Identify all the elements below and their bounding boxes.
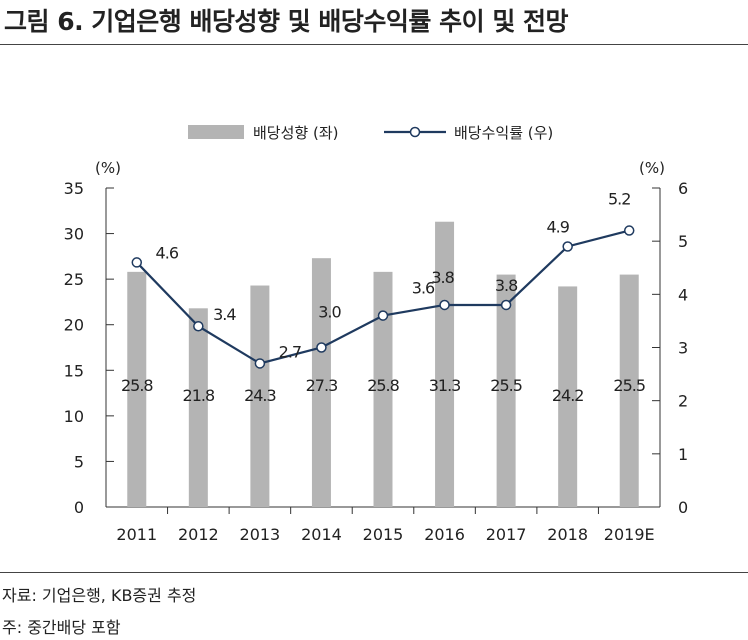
left-tick-label: 5 xyxy=(74,452,84,471)
bar xyxy=(619,274,639,507)
line-point xyxy=(254,358,266,369)
legend-line-marker xyxy=(409,126,421,138)
line-value-label: 3.8 xyxy=(431,268,454,287)
line-point xyxy=(377,310,389,321)
right-y-axis: 0 1 2 3 4 5 6 (%) xyxy=(639,159,688,517)
left-tick-label: 25 xyxy=(64,270,84,289)
line-point xyxy=(131,257,143,268)
line-point xyxy=(316,342,327,353)
line-value-label: 5.2 xyxy=(608,190,630,209)
right-tick-label: 6 xyxy=(678,179,688,198)
line-value-label: 4.9 xyxy=(546,217,569,236)
bar-value-label: 25.5 xyxy=(613,376,645,395)
right-tick-label: 1 xyxy=(678,445,688,464)
line-point xyxy=(623,225,635,236)
source-divider xyxy=(0,572,748,573)
x-tick-label: 2019E xyxy=(604,525,655,544)
line-series xyxy=(131,225,635,369)
left-tick-label: 0 xyxy=(74,498,84,517)
left-tick-label: 10 xyxy=(64,407,84,426)
bar xyxy=(311,258,331,507)
bar-value-label: 21.8 xyxy=(183,386,215,405)
bar xyxy=(250,285,270,507)
x-tick-label: 2011 xyxy=(116,525,157,544)
bar xyxy=(188,308,208,507)
left-tick-label: 30 xyxy=(64,225,84,244)
line-point xyxy=(439,299,450,311)
bar-value-label: 31.3 xyxy=(429,376,461,395)
right-axis-unit: (%) xyxy=(639,159,665,177)
x-tick-label: 2018 xyxy=(547,525,588,544)
x-tick-label: 2015 xyxy=(363,525,404,544)
figure-title: 그림 6. 기업은행 배당성향 및 배당수익률 추이 및 전망 xyxy=(4,7,569,36)
legend: 배당성향 (좌) 배당수익률 (우) xyxy=(188,124,553,142)
bar-value-label: 24.3 xyxy=(244,386,276,405)
line-value-label: 3.4 xyxy=(213,305,236,324)
x-axis: 2011 2012 2013 2014 2015 2016 2017 2018 2019E xyxy=(106,506,660,544)
bar xyxy=(127,271,147,507)
legend-line-label: 배당수익률 (우) xyxy=(454,124,553,142)
bar-value-label: 24.2 xyxy=(552,386,584,405)
bar-value-label: 27.3 xyxy=(306,376,338,395)
x-tick-label: 2012 xyxy=(178,525,219,544)
bar xyxy=(496,274,516,507)
left-tick-label: 15 xyxy=(64,361,84,380)
left-y-axis: 0 5 10 15 20 25 30 35 (%) xyxy=(64,159,121,517)
right-tick-label: 3 xyxy=(678,339,688,358)
bar xyxy=(435,221,455,508)
line-value-label: 3.8 xyxy=(495,276,518,295)
bar xyxy=(373,271,393,507)
bar-value-label: 25.5 xyxy=(490,376,522,395)
x-tick-label: 2017 xyxy=(486,525,527,544)
line-value-label: 3.6 xyxy=(412,279,435,298)
data-labels: 25.8 21.8 24.3 27.3 25.8 31.3 25.5 24.2 25.5 4.6 3… xyxy=(121,190,646,406)
right-tick-label: 2 xyxy=(678,392,688,411)
legend-bar-swatch xyxy=(188,125,244,139)
bar-value-label: 25.8 xyxy=(121,376,153,395)
line-point xyxy=(193,320,204,332)
right-tick-label: 0 xyxy=(678,498,688,517)
bar xyxy=(558,286,578,507)
x-tick-label: 2013 xyxy=(240,525,281,544)
x-tick-label: 2014 xyxy=(301,525,342,544)
x-tick-label: 2016 xyxy=(424,525,465,544)
bar-value-label: 25.8 xyxy=(367,376,399,395)
line-value-label: 2.7 xyxy=(279,342,301,361)
footnote: 주: 중간배당 포함 xyxy=(2,618,121,637)
source-note: 자료: 기업은행, KB증권 추정 xyxy=(2,586,197,605)
left-tick-label: 35 xyxy=(64,179,84,198)
bar-series xyxy=(127,221,639,508)
right-tick-label: 5 xyxy=(678,232,688,251)
right-tick-label: 4 xyxy=(678,285,688,304)
line-point xyxy=(562,241,573,252)
left-axis-unit: (%) xyxy=(95,159,121,177)
line-value-label: 4.6 xyxy=(156,243,179,262)
title-divider xyxy=(0,44,748,45)
left-tick-label: 20 xyxy=(64,316,84,335)
legend-bar-label: 배당성향 (좌) xyxy=(253,124,338,142)
line-value-label: 3.0 xyxy=(318,303,341,322)
line-point xyxy=(500,299,512,311)
